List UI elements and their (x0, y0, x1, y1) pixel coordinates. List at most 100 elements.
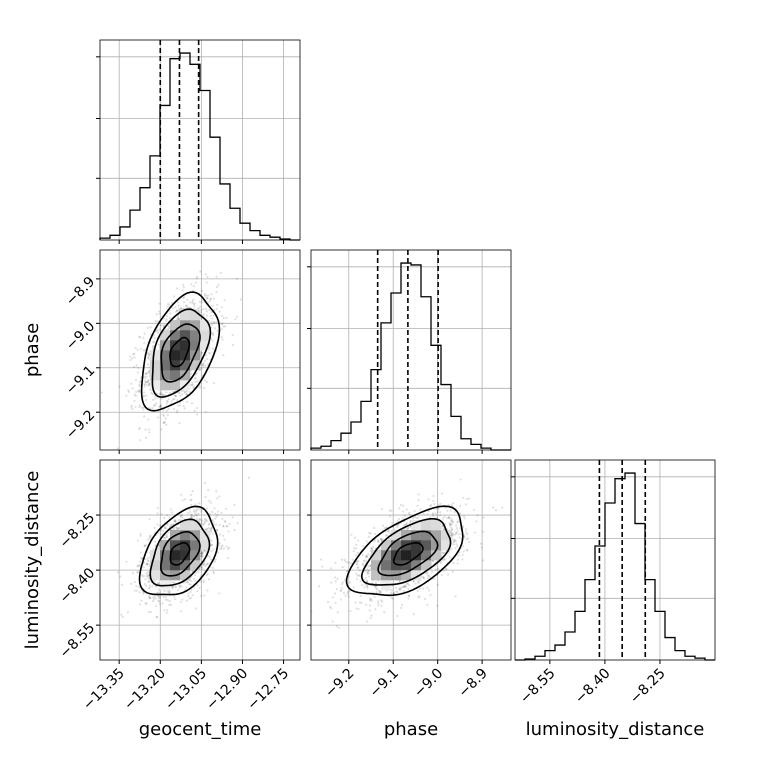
scatter-point (174, 306, 177, 309)
scatter-point (201, 363, 204, 366)
scatter-point (363, 569, 367, 572)
density-cell (180, 340, 191, 351)
scatter-point (213, 308, 216, 311)
scatter-point (373, 540, 376, 543)
x-tick-label: −8.40 (572, 665, 614, 707)
y-tick-label: −8.9 (63, 274, 98, 309)
scatter-point (192, 285, 195, 288)
scatter-point (156, 591, 159, 594)
scatter-point (406, 527, 409, 530)
scatter-point (363, 578, 366, 581)
scatter-point (165, 536, 168, 539)
scatter-point (177, 404, 180, 407)
scatter-point (203, 518, 207, 521)
scatter-point (216, 513, 219, 517)
scatter-point (215, 515, 218, 519)
scatter-point (367, 535, 371, 538)
scatter-point (188, 301, 192, 304)
scatter-point (165, 314, 168, 318)
scatter-point (133, 399, 136, 403)
scatter-point (402, 504, 405, 507)
hist-panel-geocent_time (96, 39, 301, 244)
scatter-point (203, 562, 206, 565)
scatter-point (222, 534, 225, 537)
scatter-point (369, 565, 372, 568)
scatter-point (373, 532, 377, 535)
scatter-point (174, 520, 177, 524)
scatter-point (197, 307, 200, 310)
scatter-point (199, 305, 202, 308)
scatter-point (413, 509, 416, 513)
scatter-point (162, 536, 165, 539)
scatter-point (178, 586, 181, 589)
scatter-point (148, 353, 151, 356)
scatter-point (427, 510, 431, 513)
scatter-point (445, 568, 448, 571)
scatter-point (152, 341, 155, 344)
scatter-point (209, 558, 213, 561)
density-cell (401, 560, 412, 571)
scatter-point (355, 543, 358, 546)
scatter-point (442, 551, 445, 554)
scatter-point (156, 507, 159, 510)
scatter-point (343, 579, 346, 582)
scatter-point (394, 586, 398, 589)
scatter-point (422, 577, 425, 580)
scatter-point (159, 323, 162, 327)
scatter-point (335, 624, 338, 628)
scatter-point (168, 591, 171, 595)
scatter-point (165, 399, 168, 403)
scatter-point (164, 527, 167, 530)
scatter-point (355, 577, 359, 581)
scatter-point (165, 402, 168, 405)
scatter-point (146, 563, 149, 566)
scatter-point (145, 602, 148, 605)
scatter-point (385, 534, 388, 537)
density-cell (180, 320, 191, 331)
scatter-point (370, 547, 373, 551)
scatter-point (210, 310, 213, 314)
scatter-point (458, 551, 461, 554)
scatter-point (452, 562, 455, 565)
scatter-point (399, 586, 402, 589)
scatter-point (181, 598, 184, 601)
scatter-point (181, 516, 184, 519)
scatter-point (201, 552, 204, 555)
scatter-point (191, 569, 194, 573)
scatter-point (456, 529, 459, 532)
scatter-point (199, 386, 202, 389)
scatter-point (406, 582, 409, 585)
scatter-point (467, 497, 471, 500)
scatter-point (125, 560, 128, 563)
scatter-point (225, 545, 228, 548)
scatter-point (368, 599, 372, 602)
density-cell (150, 350, 161, 361)
scatter-point (211, 519, 214, 522)
scatter-point (303, 623, 305, 625)
scatter-point (185, 390, 189, 393)
scatter-point (205, 551, 208, 554)
scatter-point (199, 580, 202, 583)
histogram-step-luminosity_distance (515, 472, 715, 661)
scatter-point (388, 529, 391, 532)
density-cell (190, 550, 201, 561)
scatter-point (173, 398, 176, 401)
scatter-point (170, 301, 173, 304)
scatter-point (201, 554, 204, 557)
scatter-point (365, 540, 368, 543)
scatter-point (205, 297, 209, 300)
scatter-point (219, 271, 222, 275)
scatter-point (205, 310, 208, 313)
scatter-point (356, 560, 359, 563)
density-cell (371, 560, 382, 571)
scatter-point (180, 585, 184, 588)
scatter-point (204, 519, 207, 523)
scatter-point (158, 602, 162, 605)
scatter-point (190, 580, 193, 583)
scatter-point (147, 352, 150, 355)
scatter-point (401, 585, 405, 588)
scatter-point (409, 519, 412, 523)
scatter-point (184, 304, 187, 307)
scatter-point (163, 536, 166, 539)
scatter-point (196, 380, 199, 383)
